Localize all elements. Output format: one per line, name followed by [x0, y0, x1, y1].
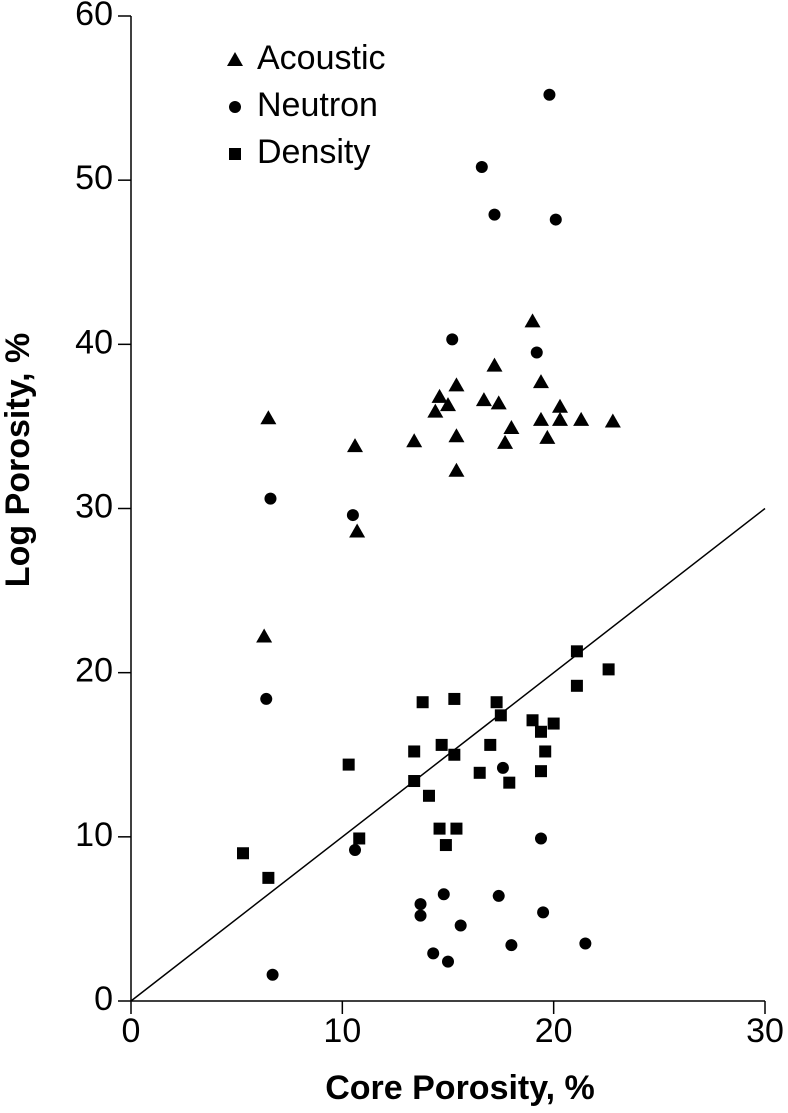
x-tick-label: 10: [323, 1012, 361, 1050]
point: [552, 398, 569, 413]
point: [488, 208, 501, 221]
point: [427, 403, 444, 418]
point: [532, 411, 549, 426]
y-tick-label: 30: [75, 487, 113, 525]
point: [237, 847, 250, 860]
point: [530, 346, 543, 359]
point: [475, 392, 492, 407]
point: [448, 692, 461, 705]
point: [266, 968, 279, 981]
point: [492, 889, 505, 902]
point: [440, 397, 456, 412]
legend-marker: [229, 148, 241, 160]
point: [422, 789, 435, 802]
point: [486, 357, 503, 372]
point: [552, 411, 569, 426]
y-tick-label: 10: [75, 816, 113, 854]
point: [260, 692, 273, 705]
point: [442, 955, 454, 968]
point: [539, 745, 552, 758]
x-tick-label: 30: [746, 1012, 784, 1050]
legend-marker: [227, 52, 243, 66]
point: [526, 714, 539, 727]
point: [549, 213, 562, 226]
legend-label: Neutron: [257, 86, 378, 124]
legend-marker: [229, 101, 241, 113]
point: [448, 377, 465, 392]
point: [406, 433, 423, 448]
point: [349, 843, 362, 856]
point: [437, 888, 450, 901]
point: [475, 161, 488, 174]
point: [570, 679, 583, 692]
point: [347, 438, 364, 453]
point: [503, 776, 516, 789]
legend-label: Acoustic: [257, 39, 386, 77]
x-tick-label: 0: [122, 1012, 141, 1050]
point: [484, 738, 497, 751]
point: [448, 462, 465, 477]
point: [534, 832, 547, 845]
point: [604, 413, 621, 428]
point: [547, 717, 560, 730]
point: [496, 761, 509, 774]
y-tick-label: 50: [75, 159, 113, 197]
point: [579, 937, 592, 950]
legend-label: Density: [257, 133, 370, 171]
point: [427, 947, 440, 960]
point: [416, 696, 429, 709]
point: [503, 420, 520, 435]
point: [602, 663, 615, 676]
point: [264, 492, 277, 505]
point: [431, 388, 448, 403]
point: [439, 839, 452, 852]
x-axis-title: Core Porosity, %: [325, 1069, 595, 1107]
reference-line: [130, 507, 766, 1002]
point: [573, 411, 590, 426]
point: [494, 709, 507, 722]
point: [256, 628, 273, 643]
point: [490, 395, 507, 410]
point: [505, 939, 518, 952]
y-axis-title: Log Porosity, %: [0, 333, 37, 587]
y-tick-label: 60: [75, 0, 113, 33]
point: [353, 832, 366, 845]
y-tick-label: 40: [75, 323, 113, 361]
point: [450, 822, 463, 835]
point: [524, 313, 541, 328]
point: [446, 333, 459, 346]
point: [490, 696, 503, 709]
point: [262, 871, 275, 884]
point: [433, 822, 446, 835]
point: [454, 919, 467, 932]
point: [408, 775, 421, 788]
point: [414, 909, 427, 922]
point: [448, 748, 461, 761]
point: [534, 765, 547, 778]
point: [537, 906, 550, 919]
y-tick-label: 0: [94, 980, 113, 1018]
point: [342, 758, 355, 771]
point: [570, 645, 583, 658]
y-tick-label: 20: [75, 652, 113, 690]
point: [448, 428, 465, 443]
point: [543, 88, 556, 101]
point: [473, 766, 486, 779]
point: [539, 429, 556, 444]
point: [346, 509, 359, 522]
point: [534, 725, 547, 738]
point: [349, 523, 366, 538]
x-tick-label: 20: [535, 1012, 573, 1050]
point: [414, 898, 427, 911]
point: [260, 410, 277, 425]
point: [435, 738, 448, 751]
point: [408, 745, 421, 758]
point: [497, 434, 514, 449]
point: [532, 374, 549, 389]
